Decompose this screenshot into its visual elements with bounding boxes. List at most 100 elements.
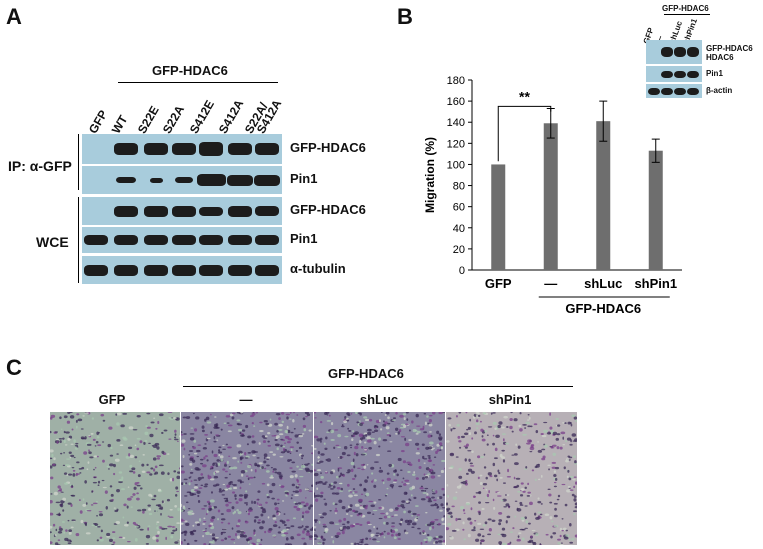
cell <box>292 418 295 423</box>
cell <box>202 464 207 468</box>
cell <box>185 482 188 485</box>
cell <box>405 412 409 414</box>
cell <box>202 446 208 450</box>
cell <box>559 543 564 545</box>
cell <box>268 490 273 494</box>
cell <box>352 458 355 462</box>
cell <box>303 542 307 545</box>
cell <box>504 442 510 445</box>
cell <box>380 428 383 431</box>
cell <box>53 491 58 496</box>
cell <box>184 533 187 536</box>
cell <box>433 499 437 502</box>
micrograph-label: GFP <box>98 392 126 407</box>
cell <box>469 465 475 467</box>
blot-band <box>255 264 279 276</box>
cell <box>243 493 249 497</box>
cell <box>65 529 68 532</box>
cell <box>419 428 425 431</box>
cell <box>57 491 62 493</box>
cell <box>189 491 192 494</box>
cell <box>259 543 262 545</box>
cell <box>537 478 541 481</box>
blot-band <box>227 174 253 186</box>
cell <box>483 466 487 469</box>
cell <box>524 468 528 470</box>
cell <box>161 431 164 435</box>
cell <box>388 463 393 467</box>
cell <box>439 509 443 512</box>
cell <box>220 513 224 515</box>
cell <box>493 457 498 460</box>
cell <box>111 543 115 545</box>
cell <box>96 514 98 517</box>
cell <box>118 479 123 482</box>
cell <box>266 483 270 487</box>
cell <box>446 502 448 506</box>
cell <box>367 523 372 526</box>
blot-band <box>114 205 138 217</box>
cell <box>231 527 234 530</box>
cell <box>438 433 442 437</box>
cell <box>266 496 270 499</box>
cell <box>262 508 266 511</box>
cell <box>267 516 270 519</box>
cell <box>55 528 58 532</box>
cell <box>66 458 71 460</box>
cell <box>474 520 477 522</box>
cell <box>526 495 531 497</box>
cell <box>416 430 421 434</box>
cell <box>145 534 151 539</box>
cell <box>146 426 151 429</box>
cell <box>102 486 107 489</box>
cell <box>498 522 502 526</box>
cell <box>493 474 498 478</box>
cell <box>185 416 191 419</box>
cell <box>171 526 176 528</box>
cell <box>551 466 556 469</box>
cell <box>556 446 560 450</box>
cell <box>76 461 80 464</box>
cell <box>366 436 371 440</box>
cell <box>158 464 164 467</box>
cell <box>398 485 403 488</box>
cell <box>54 534 57 537</box>
cell <box>403 491 408 495</box>
cell <box>551 461 557 464</box>
cell <box>411 522 417 526</box>
cell <box>341 451 346 456</box>
cell <box>200 484 204 487</box>
cell <box>374 429 379 433</box>
cell <box>264 530 267 534</box>
cell <box>458 440 462 443</box>
cell <box>309 528 313 531</box>
cell <box>292 517 296 520</box>
cell <box>247 452 252 454</box>
cell <box>533 423 538 426</box>
cell <box>492 462 496 467</box>
cell <box>235 501 239 504</box>
cell <box>412 473 416 476</box>
cell <box>70 526 74 529</box>
cell <box>79 472 82 474</box>
cell <box>256 502 259 505</box>
cell <box>176 475 180 480</box>
cell <box>294 490 300 494</box>
cell <box>447 522 452 526</box>
cell <box>513 418 518 422</box>
cell <box>167 472 170 476</box>
cell <box>75 425 78 429</box>
cell <box>350 446 353 449</box>
cell <box>139 487 143 490</box>
cell <box>455 491 458 493</box>
cell <box>397 538 401 540</box>
cell <box>78 468 83 470</box>
cell <box>367 428 372 432</box>
cell <box>404 519 410 524</box>
cell <box>346 454 351 457</box>
cell <box>421 476 425 480</box>
cell <box>515 477 521 480</box>
cell <box>50 499 53 504</box>
cell <box>91 524 95 527</box>
cell <box>264 435 268 438</box>
